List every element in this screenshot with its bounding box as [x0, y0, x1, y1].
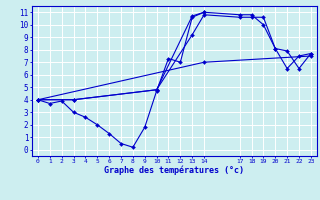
- X-axis label: Graphe des températures (°c): Graphe des températures (°c): [104, 166, 244, 175]
